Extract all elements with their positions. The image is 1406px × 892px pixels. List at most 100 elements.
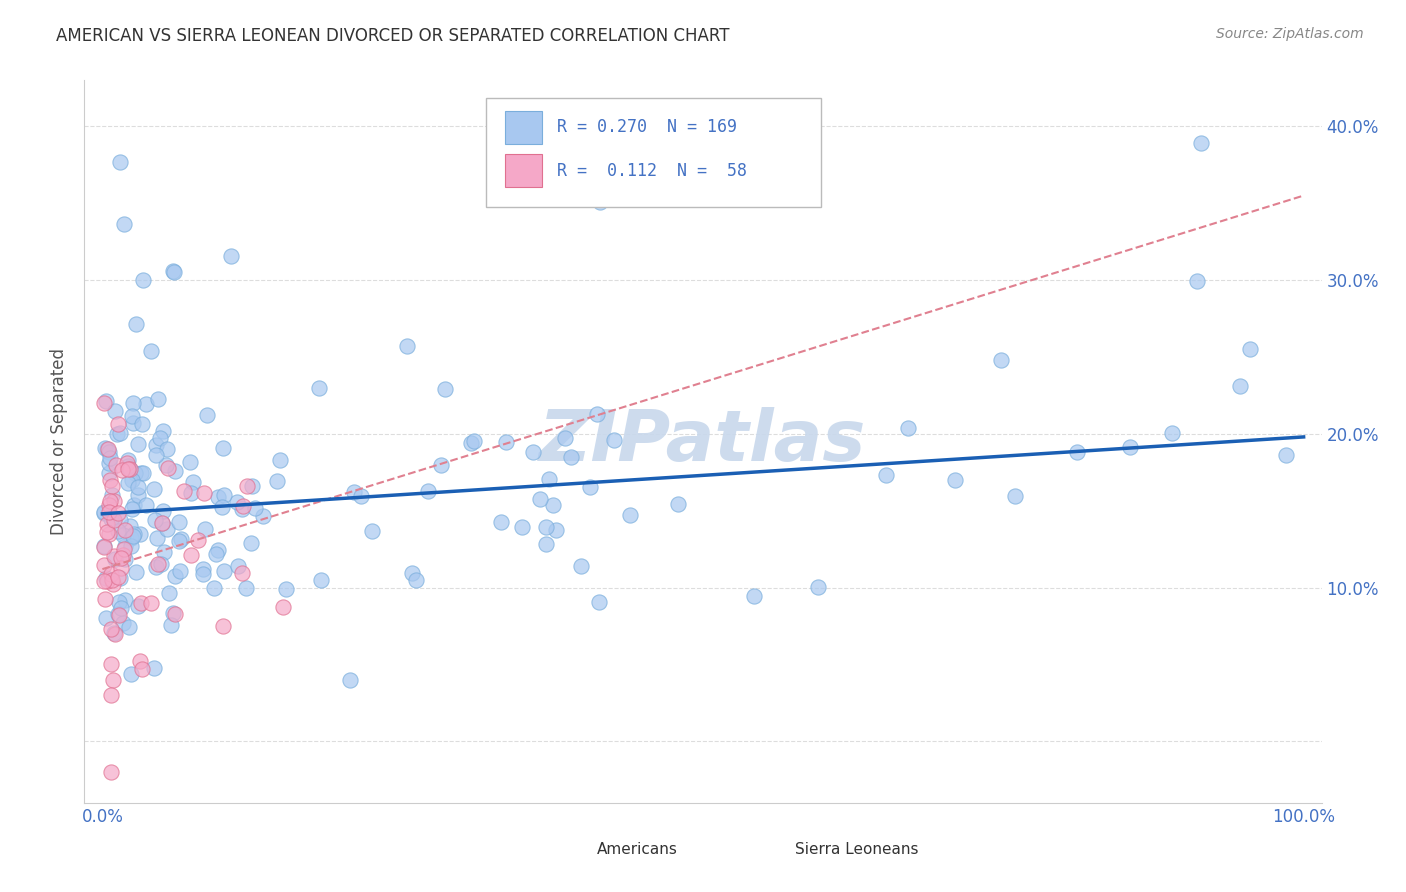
Point [546,524,568,538]
Point [1185,274,1208,288]
Point [107,570,129,584]
Point [807,580,830,594]
Point [110,571,132,585]
Point [118,462,141,476]
Point [100,567,122,582]
Point [94,592,117,607]
Point [430,458,453,472]
Point [135,498,157,512]
Point [205,547,228,561]
Text: R = 0.270  N = 169: R = 0.270 N = 169 [557,119,737,136]
Point [146,531,169,545]
Point [207,490,229,504]
Point [131,417,153,431]
Point [560,450,582,464]
Point [96,574,118,589]
Point [107,506,129,520]
Point [1118,440,1140,454]
Point [401,566,423,580]
Point [104,458,127,472]
Point [240,536,263,550]
Point [156,442,179,456]
Point [142,482,165,496]
Point [122,396,145,410]
Point [98,493,121,508]
Point [534,537,557,551]
Point [131,662,153,676]
Point [121,416,143,430]
Point [121,502,143,516]
Point [103,549,125,564]
Point [231,566,253,580]
Point [107,607,129,621]
FancyBboxPatch shape [505,154,543,186]
Point [243,500,266,515]
Point [112,616,135,631]
Point [94,611,117,625]
Point [165,568,187,582]
Point [93,505,115,519]
Point [120,518,142,533]
Point [104,626,127,640]
Point [152,504,174,518]
Point [152,516,174,530]
Point [110,560,132,574]
Point [163,265,186,279]
Point [100,622,122,636]
Point [191,566,214,581]
Point [114,592,136,607]
Point [120,531,142,545]
Point [159,618,181,632]
Point [112,542,135,557]
Point [434,382,457,396]
Point [145,559,167,574]
Point [163,464,186,478]
FancyBboxPatch shape [554,836,582,863]
Point [153,545,176,559]
Point [1004,489,1026,503]
Point [118,620,141,634]
Point [308,381,330,395]
Point [537,472,560,486]
Point [93,540,115,554]
Point [167,516,190,530]
Point [124,565,146,579]
Point [1239,342,1261,356]
Point [103,512,125,526]
Point [180,486,202,500]
Point [98,450,121,465]
Y-axis label: Divorced or Separated: Divorced or Separated [51,348,69,535]
Point [94,441,117,455]
Point [271,599,294,614]
Point [124,527,146,541]
Point [125,317,148,331]
Point [143,660,166,674]
Point [211,500,233,514]
Point [121,473,143,487]
FancyBboxPatch shape [752,836,780,863]
Point [162,263,184,277]
Point [103,577,125,591]
Point [187,533,209,548]
Point [252,508,274,523]
Point [122,529,145,543]
Point [460,436,482,450]
Point [212,488,235,502]
Point [1229,379,1251,393]
Point [162,606,184,620]
Point [103,513,125,527]
Point [195,408,218,422]
Point [150,557,173,571]
Point [96,525,118,540]
FancyBboxPatch shape [505,111,543,144]
Point [107,417,129,432]
Point [405,573,427,587]
Point [104,404,127,418]
Point [105,427,128,442]
Point [108,155,131,169]
Point [100,688,122,702]
Point [163,607,186,621]
Point [225,494,247,508]
Point [396,339,419,353]
Point [93,558,115,573]
